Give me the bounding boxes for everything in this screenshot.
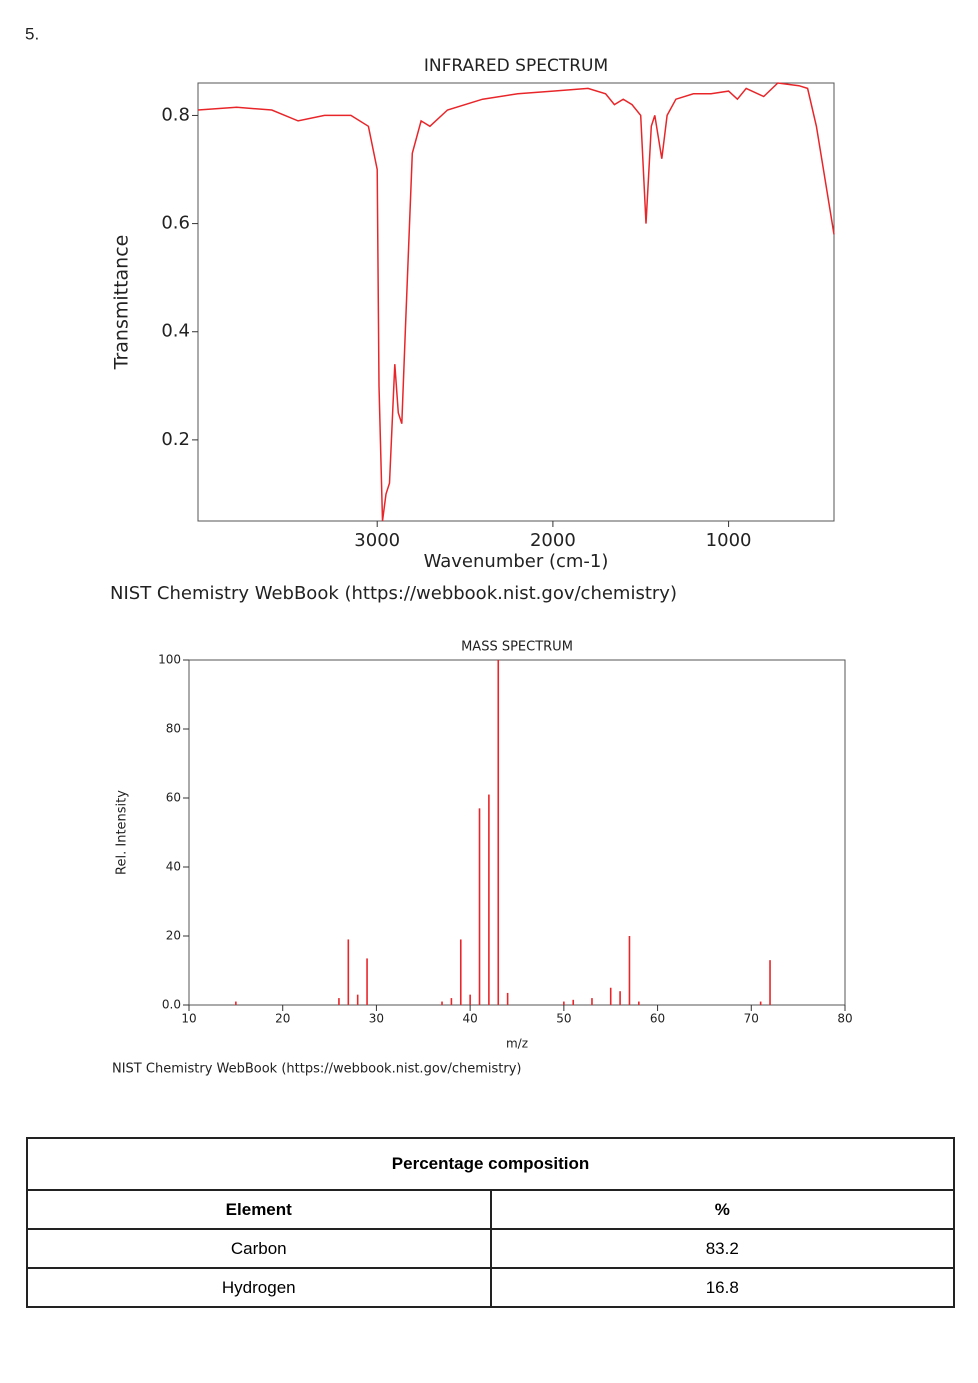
- x-tick-label: 80: [837, 1012, 852, 1026]
- caption: NIST Chemistry WebBook (https://webbook.…: [112, 1062, 522, 1077]
- peak: [591, 998, 593, 1005]
- x-tick-label: 10: [181, 1012, 196, 1026]
- y-tick-label: 0.6: [161, 213, 190, 234]
- y-tick-label: 0.8: [161, 104, 190, 125]
- table-title: Percentage composition: [26, 1137, 955, 1191]
- peak: [366, 958, 368, 1005]
- y-tick-label: 0.2: [161, 429, 190, 450]
- peak: [235, 1001, 237, 1005]
- x-axis-label: Wavenumber (cm-1): [424, 551, 609, 572]
- y-tick-label: 60: [166, 791, 181, 805]
- peak: [619, 991, 621, 1005]
- chart-title: MASS SPECTRUM: [461, 640, 573, 655]
- question-number: 5.: [25, 24, 39, 43]
- peak: [563, 1001, 565, 1005]
- x-tick-label: 20: [275, 1012, 290, 1026]
- cell: Hydrogen: [26, 1267, 492, 1308]
- figures: 5. INFRARED SPECTRUM Wavenumber (cm-1) Tra…: [25, 24, 853, 1077]
- x-tick-label: 2000: [530, 530, 576, 551]
- x-tick-label: 30: [369, 1012, 384, 1026]
- y-tick-label: 100: [158, 653, 181, 667]
- x-axis-label: m/z: [506, 1037, 528, 1051]
- x-tick-label: 3000: [354, 530, 400, 551]
- peak: [769, 960, 771, 1005]
- peak: [459, 939, 462, 1005]
- y-tick-label: 0.4: [161, 321, 190, 342]
- peak: [572, 999, 575, 1005]
- peak: [469, 994, 471, 1005]
- x-tick-label: 60: [650, 1012, 665, 1026]
- cell: 83.2: [489, 1228, 955, 1269]
- x-tick-label: 1000: [706, 530, 752, 551]
- plot-frame: [197, 82, 835, 522]
- plot-frame: [188, 659, 846, 1006]
- peak: [497, 660, 500, 1005]
- header-cell: Element: [26, 1189, 492, 1230]
- x-tick-label: 40: [463, 1012, 478, 1026]
- peak: [759, 1001, 762, 1005]
- caption: NIST Chemistry WebBook (https://webbook.…: [110, 583, 677, 604]
- peak: [441, 1001, 443, 1005]
- peak: [488, 794, 490, 1005]
- cell: Carbon: [26, 1228, 492, 1269]
- composition-table: Percentage composition Element% Carbon 83…: [26, 1137, 955, 1308]
- header-cell: %: [489, 1189, 955, 1230]
- y-axis-label: Transmittance: [111, 235, 133, 371]
- y-tick-label: 80: [166, 722, 181, 736]
- chart-title: INFRARED SPECTRUM: [424, 56, 608, 76]
- peak: [638, 1001, 640, 1005]
- x-tick-label: 70: [744, 1012, 759, 1026]
- peak: [356, 994, 359, 1005]
- spectrum-line: [197, 82, 835, 522]
- peak: [338, 998, 340, 1005]
- cell: 16.8: [489, 1267, 955, 1308]
- peak: [347, 939, 350, 1005]
- peak: [628, 936, 631, 1005]
- peak: [506, 992, 509, 1005]
- y-tick-label: 20: [166, 929, 181, 943]
- y-tick-label: 0.0: [162, 998, 181, 1012]
- y-axis-label: Rel. Intensity: [115, 790, 130, 875]
- peak: [478, 808, 481, 1005]
- x-tick-label: 50: [556, 1012, 571, 1026]
- y-tick-label: 40: [166, 860, 181, 874]
- peak: [609, 987, 612, 1005]
- peak: [450, 998, 453, 1005]
